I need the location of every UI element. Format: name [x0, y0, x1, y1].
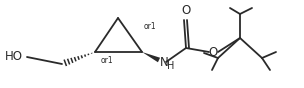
Text: O: O: [181, 4, 191, 17]
Text: or1: or1: [101, 56, 114, 65]
Text: HO: HO: [5, 51, 23, 64]
Text: O: O: [208, 45, 218, 59]
Text: N: N: [160, 56, 169, 70]
Text: H: H: [167, 61, 174, 71]
Text: or1: or1: [144, 22, 157, 31]
Polygon shape: [142, 52, 160, 62]
